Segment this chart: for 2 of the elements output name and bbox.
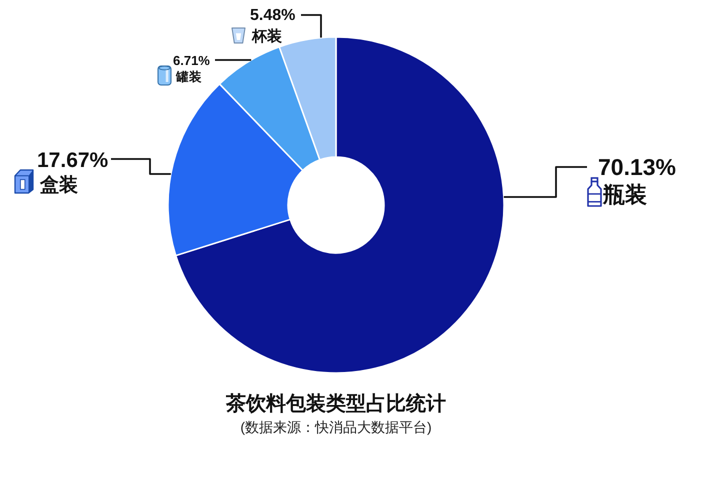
title: 茶饮料包装类型占比统计 — [226, 393, 446, 415]
subtitle: (数据来源：快消品大数据平台) — [240, 419, 432, 435]
